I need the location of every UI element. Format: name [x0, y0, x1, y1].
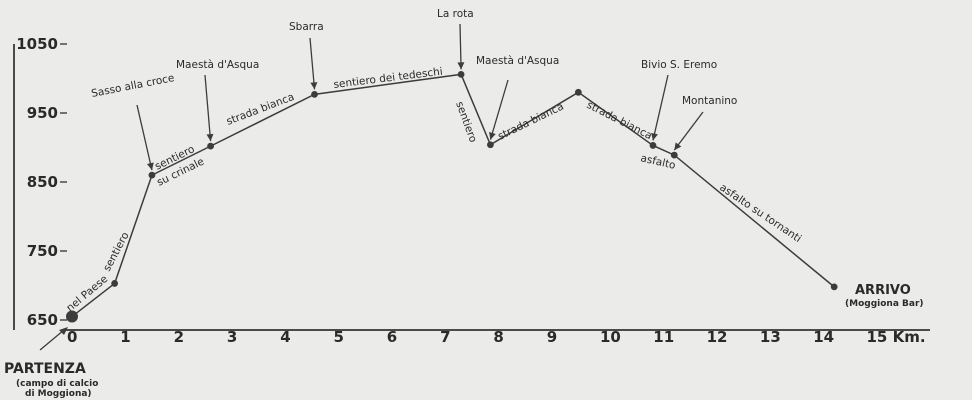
point-label: Montanino — [682, 95, 737, 107]
segment-label: asfalto su tornanti — [717, 182, 803, 245]
end-sublabel: (Moggiona Bar) — [845, 299, 924, 309]
pointer-arrowhead — [457, 62, 465, 70]
x-tick-label: 15 Km. — [867, 328, 926, 346]
pointer-arrow — [652, 74, 669, 141]
pointer-arrowhead — [206, 133, 214, 142]
segment-label: sentiero dei tedeschi — [333, 66, 443, 91]
point-label: Maestà d'Asqua — [476, 55, 559, 67]
profile-point — [148, 171, 156, 179]
profile-point — [111, 280, 119, 287]
x-tick-label: 12 — [707, 328, 728, 346]
start-arrowhead — [59, 327, 68, 335]
axes — [13, 44, 930, 331]
pointer-arrowhead — [674, 142, 682, 151]
start-arrow — [39, 329, 65, 351]
pointer-arrow — [309, 37, 316, 90]
profile-point — [649, 142, 657, 149]
x-tick-label: 9 — [547, 328, 557, 346]
profile-series — [66, 70, 838, 323]
profile-line — [71, 73, 835, 318]
segment-label: sentiero — [101, 230, 132, 273]
x-tick-label: 10 — [600, 328, 621, 346]
pointer-arrow — [136, 104, 153, 171]
y-tick-label: 750 — [27, 242, 58, 260]
pointer-arrowhead — [489, 132, 496, 140]
pointer-arrowhead — [310, 82, 318, 90]
pointer-arrow — [489, 79, 509, 140]
segment-label: nel Paese — [64, 273, 110, 314]
start-label: PARTENZA — [4, 361, 86, 377]
point-label: Sasso alla croce — [90, 72, 175, 100]
y-tick-label: 950 — [27, 104, 58, 122]
profile-point — [207, 142, 214, 150]
profile-point — [487, 141, 494, 149]
x-tick-label: 7 — [440, 328, 450, 346]
segment-label: strada bianca — [496, 100, 566, 142]
start-sublabel-1: (campo di calcio — [16, 379, 98, 389]
point-label: Bivio S. Eremo — [641, 59, 717, 71]
x-tick-label: 4 — [280, 328, 290, 346]
pointer-arrowhead — [651, 132, 658, 141]
point-label: La rota — [437, 8, 474, 20]
y-tick-label: 1050 — [16, 35, 58, 53]
point-label: Sbarra — [289, 21, 324, 33]
pointer-arrowhead — [146, 162, 154, 171]
profile-point — [574, 88, 582, 96]
point-label: Maestà d'Asqua — [176, 59, 259, 71]
y-tick-label: 850 — [27, 173, 58, 191]
x-tick-label: 0 — [67, 328, 77, 346]
profile-point — [670, 151, 678, 159]
pointer-arrows — [39, 23, 704, 351]
y-tick-label: 650 — [27, 311, 58, 329]
profile-point — [311, 90, 318, 98]
segment-label: strada bianca — [585, 99, 654, 142]
end-label: ARRIVO — [855, 283, 911, 298]
x-tick-label: 1 — [120, 328, 130, 346]
pointer-arrow — [204, 74, 212, 142]
profile-point — [457, 70, 465, 78]
x-tick-label: 5 — [334, 328, 344, 346]
x-tick-label: 3 — [227, 328, 237, 346]
x-tick-label: 2 — [174, 328, 184, 346]
x-tick-label: 13 — [760, 328, 781, 346]
start-sublabel-2: di Moggiona) — [25, 389, 92, 399]
pointer-arrow — [459, 23, 462, 70]
x-tick-label: 8 — [493, 328, 503, 346]
x-tick-label: 11 — [653, 328, 674, 346]
profile-point — [66, 310, 78, 323]
x-tick-label: 14 — [813, 328, 834, 346]
pointer-arrow — [673, 111, 704, 151]
x-tick-label: 6 — [387, 328, 397, 346]
profile-point — [830, 283, 838, 291]
